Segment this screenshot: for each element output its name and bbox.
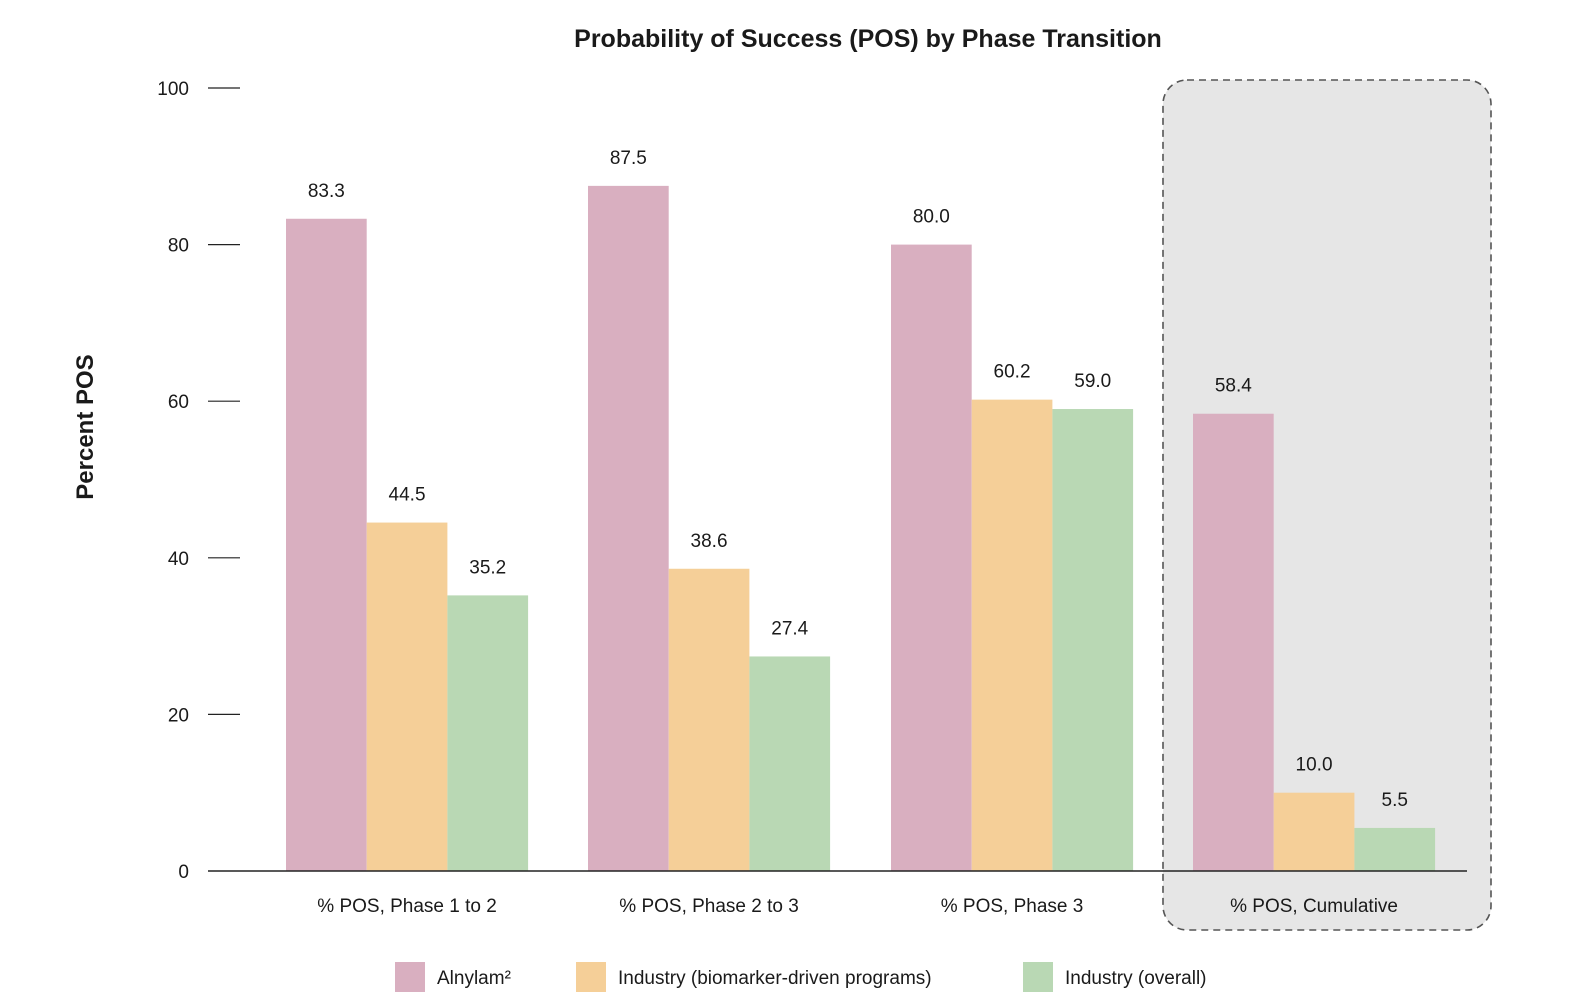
legend-swatch: [395, 962, 425, 992]
legend-swatch: [576, 962, 606, 992]
y-tick-label: 60: [168, 392, 189, 413]
legend-label: Industry (biomarker-driven programs): [618, 968, 932, 989]
x-axis: % POS, Phase 1 to 2 % POS, Phase 2 to 3 % …: [208, 870, 1467, 917]
bar: [1354, 827, 1436, 871]
y-axis-ticks: 0 20 40 60 80 100: [157, 79, 240, 883]
bar-value-label: 60.2: [994, 362, 1031, 383]
bars-group: [286, 185, 1436, 872]
y-tick-label: 0: [178, 862, 189, 883]
x-tick-label: % POS, Phase 2 to 3: [619, 896, 799, 917]
y-axis-label: Percent POS: [72, 354, 99, 499]
bar-value-label: 80.0: [913, 207, 950, 228]
bar-value-label: 87.5: [610, 148, 647, 169]
legend-label: Industry (overall): [1065, 968, 1207, 989]
bar-value-label: 10.0: [1296, 755, 1333, 776]
bar: [447, 595, 529, 871]
bar: [668, 568, 750, 871]
bar-value-label: 38.6: [691, 531, 728, 552]
bar-value-label: 5.5: [1382, 790, 1408, 811]
chart-title: Probability of Success (POS) by Phase Tr…: [574, 25, 1162, 53]
bar: [1193, 413, 1274, 871]
bar: [366, 522, 448, 871]
bar-value-label: 59.0: [1074, 371, 1111, 392]
y-tick-label: 80: [168, 236, 189, 257]
bar-value-label: 27.4: [771, 618, 808, 639]
x-tick-label: % POS, Phase 1 to 2: [317, 896, 497, 917]
x-tick-label: % POS, Phase 3: [941, 896, 1084, 917]
bar: [588, 185, 669, 871]
bar: [1052, 409, 1134, 871]
value-labels-group: 83.3 87.5 80.0 58.4 44.5 38.6 60.2 10.0 35.2 27.4…: [308, 148, 1408, 811]
legend-label: Alnylam²: [437, 968, 511, 989]
x-tick-label: % POS, Cumulative: [1230, 896, 1398, 917]
bar: [749, 656, 831, 871]
bar: [286, 218, 367, 872]
y-tick-label: 20: [168, 705, 189, 726]
y-tick-label: 40: [168, 549, 189, 570]
bar-value-label: 35.2: [469, 557, 506, 578]
bar: [891, 244, 972, 872]
legend-swatch: [1023, 962, 1053, 992]
bar-value-label: 58.4: [1215, 376, 1252, 397]
legend: Alnylam² Industry (biomarker-driven progr…: [395, 962, 1207, 992]
bar: [971, 399, 1053, 871]
bar-value-label: 83.3: [308, 181, 345, 202]
bar: [1273, 792, 1355, 871]
bar-value-label: 44.5: [389, 485, 426, 506]
y-tick-label: 100: [157, 79, 189, 100]
